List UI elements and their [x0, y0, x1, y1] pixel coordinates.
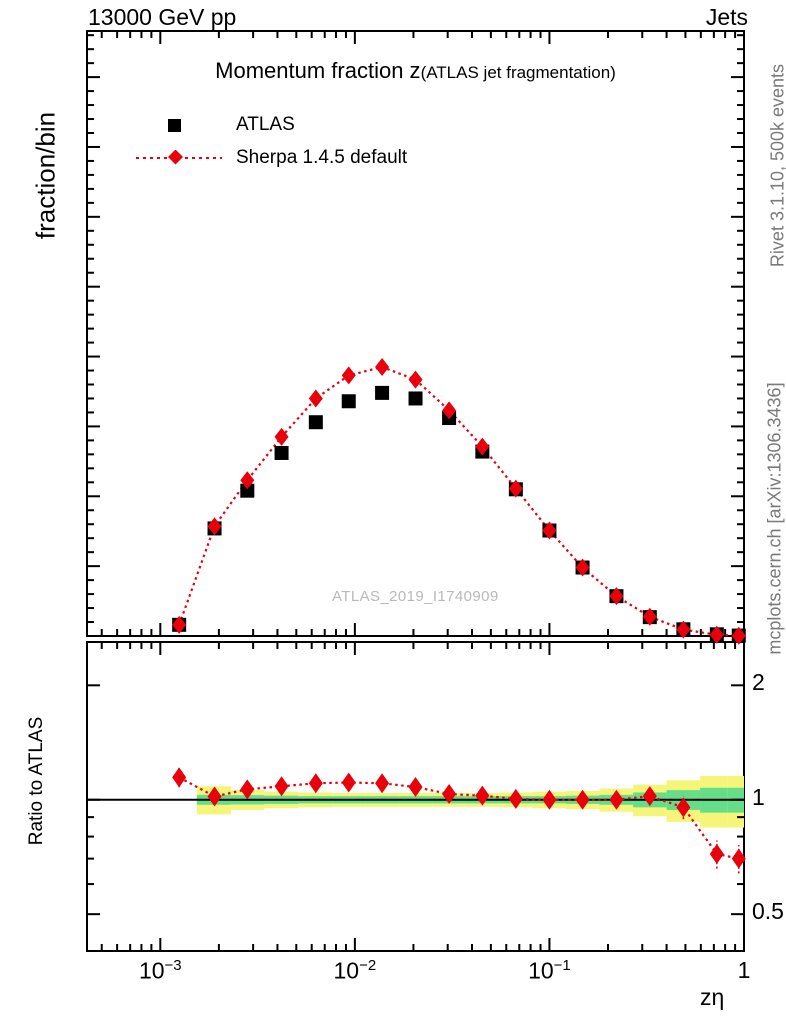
legend-label-data: ATLAS: [236, 113, 295, 135]
legend-key-diamond: [134, 148, 226, 168]
legend-label-mc: Sherpa 1.4.5 default: [236, 146, 408, 168]
plot-title: Momentum fraction z(ATLAS jet fragmentat…: [86, 58, 745, 84]
legend-key-square: [134, 115, 226, 135]
y-tick-label-ratio-right: 1: [752, 783, 765, 810]
credit-mcplots-ref: mcplots.cern.ch [arXiv:1306.3436]: [764, 382, 785, 655]
legend: ATLAS Sherpa 1.4.5 default: [134, 108, 407, 174]
credit-rivet-version: Rivet 3.1.10, 500k events: [767, 63, 786, 268]
legend-entry-data[interactable]: ATLAS: [134, 108, 407, 141]
y-axis-label-main: fraction/bin: [30, 111, 61, 240]
x-tick-label: 1: [737, 957, 751, 983]
x-tick-label: 10−1: [528, 957, 571, 984]
diamond-marker-icon: [168, 149, 183, 165]
y-tick-label-ratio-right: 2: [752, 669, 765, 696]
y-axis-label-ratio: Ratio to ATLAS: [26, 716, 47, 846]
x-axis-label: zη: [700, 984, 725, 1010]
square-marker-icon: [168, 118, 181, 132]
plot-title-main: Momentum fraction z: [215, 58, 421, 83]
plot-title-subtitle: (ATLAS jet fragmentation): [420, 63, 616, 82]
analysis-id-watermark: ATLAS_2019_I1740909: [332, 588, 499, 605]
header-beam-energy: 13000 GeV pp: [88, 4, 237, 30]
legend-entry-mc[interactable]: Sherpa 1.4.5 default: [134, 141, 407, 174]
x-tick-label: 10−2: [333, 957, 377, 984]
ratio-plot-panel: [86, 641, 745, 952]
header-analysis-category: Jets: [705, 4, 748, 30]
x-tick-label: 10−3: [138, 957, 182, 984]
y-tick-label-ratio-right: 0.5: [752, 898, 784, 925]
